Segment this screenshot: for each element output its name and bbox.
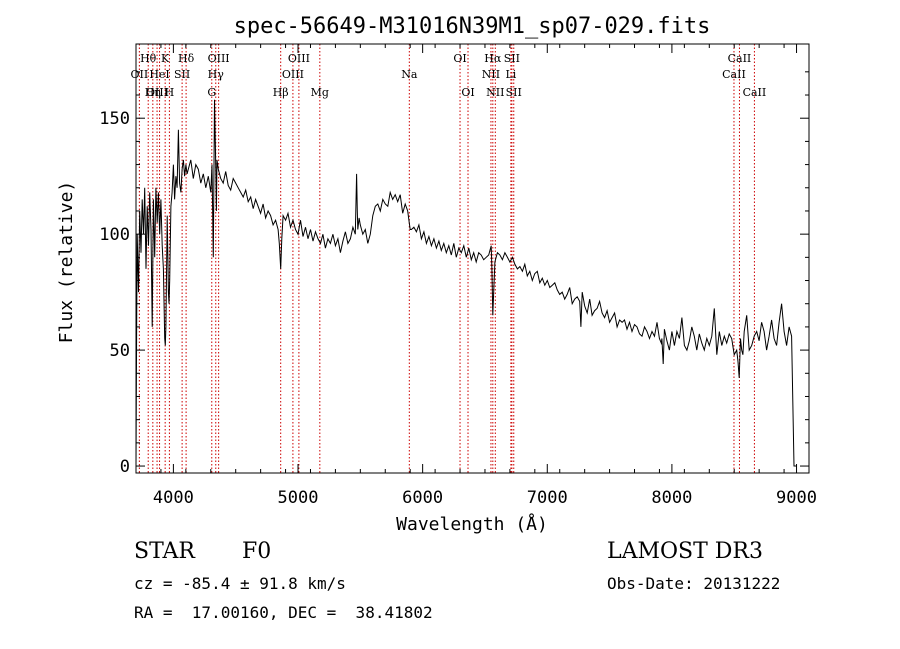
line-label-22: SII	[504, 52, 520, 65]
emission-line-labels: Hθ OII OIII HeI Hη K SII H Hδ OIII Hγ G Hβ OIII OIII Mg…	[131, 52, 767, 99]
y-tick-label: 100	[99, 225, 130, 245]
line-label-25: CaII	[728, 52, 752, 65]
y-tick-label: 0	[120, 457, 130, 477]
line-label-13: OIII	[288, 52, 310, 65]
line-label-1: OII	[131, 68, 149, 81]
line-label-23: Li	[505, 68, 516, 81]
line-label-11: G	[207, 86, 216, 99]
line-label-17: OI	[453, 52, 466, 65]
line-label-8: Hδ	[178, 52, 195, 65]
redshift-velocity: cz = -85.4 ± 91.8 km/s	[134, 574, 346, 593]
x-tick-label: 5000	[278, 488, 319, 508]
line-label-2: OIII	[146, 86, 168, 99]
line-label-0: Hθ	[140, 52, 157, 65]
y-tick-label: 50	[110, 341, 130, 361]
line-label-19: Hα	[484, 52, 502, 65]
line-label-5: K	[161, 52, 170, 65]
line-label-7: H	[165, 86, 175, 99]
survey-name: LAMOST DR3	[607, 539, 763, 564]
x-tick-label: 4000	[153, 488, 194, 508]
object-subclass: F0	[242, 539, 272, 564]
observation-date: Obs-Date: 20131222	[607, 574, 781, 593]
x-tick-label: 6000	[402, 488, 443, 508]
line-label-16: Na	[401, 68, 418, 81]
line-label-26: CaII	[722, 68, 746, 81]
line-label-27: CaII	[743, 86, 767, 99]
x-tick-label: 7000	[527, 488, 568, 508]
plot-frame	[135, 43, 810, 474]
x-axis-label: Wavelength (Å)	[396, 513, 548, 535]
line-label-21: NII	[486, 86, 504, 99]
line-label-10: Hγ	[208, 68, 225, 81]
line-label-9: OIII	[208, 52, 230, 65]
line-label-3: HeI	[149, 68, 169, 81]
line-label-15: Mg	[311, 86, 329, 99]
y-axis-label: Flux (relative)	[56, 181, 77, 344]
x-tick-label: 8000	[651, 488, 692, 508]
emission-line-markers	[138, 44, 755, 473]
spectrum-line	[135, 99, 797, 467]
line-label-4: Hη	[145, 86, 161, 99]
line-label-18: OI	[461, 86, 474, 99]
chart-title: spec-56649-M31016N39M1_sp07-029.fits	[234, 14, 711, 39]
line-label-20: NII	[482, 68, 500, 81]
sky-coordinates: RA = 17.00160, DEC = 38.41802	[134, 603, 433, 622]
line-label-14: OIII	[282, 68, 304, 81]
line-label-24: SII	[506, 86, 522, 99]
y-axis-ticks: 0 50 100 150	[99, 71, 809, 477]
object-class: STAR	[134, 539, 195, 564]
y-tick-label: 150	[99, 109, 130, 129]
line-label-12: Hβ	[273, 86, 289, 99]
x-axis-ticks: 4000 5000 6000 7000 8000 9000	[135, 44, 817, 508]
x-tick-label: 9000	[776, 488, 817, 508]
line-label-6: SII	[174, 68, 190, 81]
